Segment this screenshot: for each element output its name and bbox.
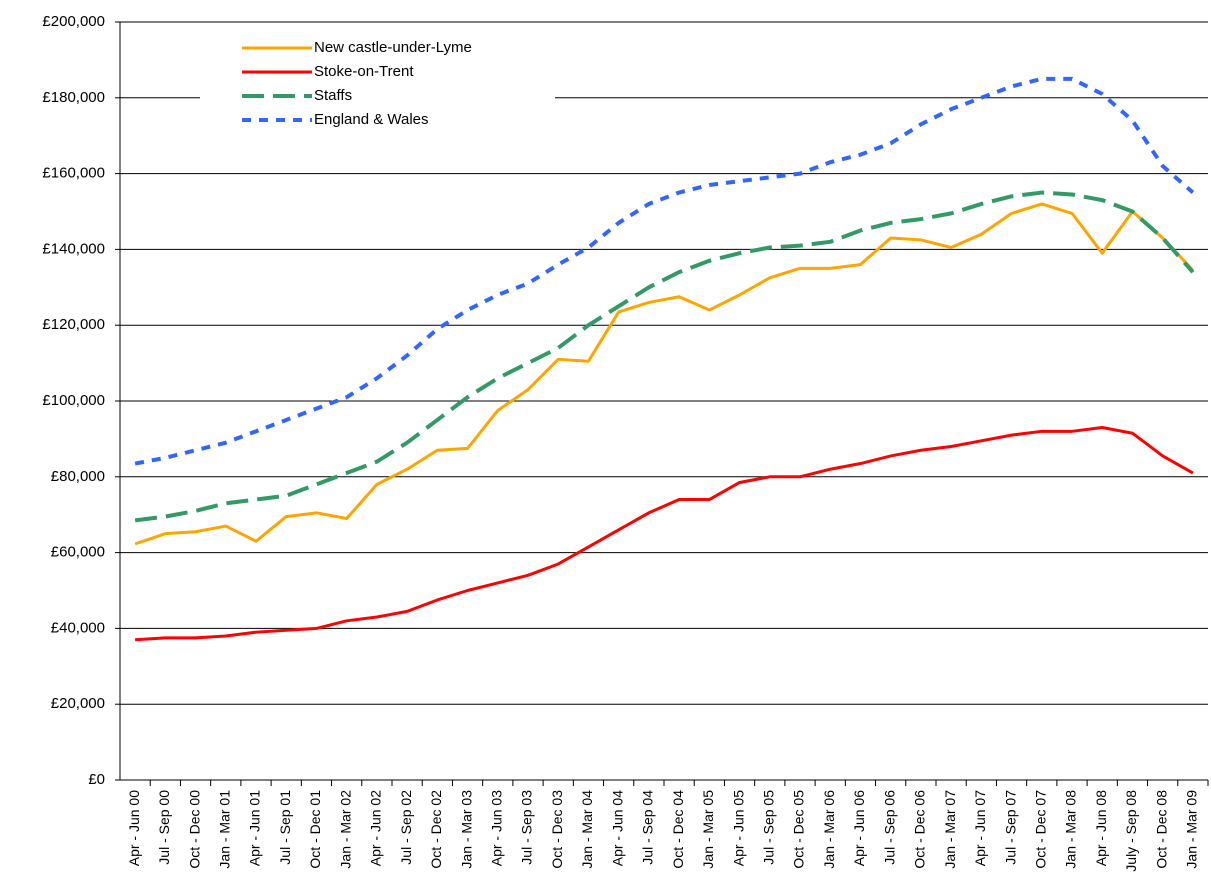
- series-line: [134, 190, 1195, 523]
- legend-label: Stoke-on-Trent: [314, 63, 414, 80]
- y-tick-label: £20,000: [51, 695, 105, 712]
- y-tick-label: £120,000: [42, 316, 105, 333]
- x-tick-label: Apr - Jun 08: [1093, 790, 1109, 866]
- x-tick-label: July - Sep 08: [1123, 790, 1139, 872]
- legend-label: Staffs: [314, 87, 352, 104]
- x-tick-label: Jan - Mar 04: [579, 790, 595, 869]
- x-tick-label: Jan - Mar 03: [458, 790, 474, 869]
- x-tick-label: Jul - Sep 05: [760, 790, 776, 865]
- x-tick-label: Apr - Jun 05: [730, 790, 746, 866]
- x-tick-label: Oct - Dec 06: [912, 790, 928, 869]
- y-tick-label: £160,000: [42, 165, 105, 182]
- x-tick-label: Jul - Sep 06: [881, 790, 897, 865]
- x-tick-label: Jul - Sep 02: [398, 790, 414, 865]
- x-tick-label: Oct - Dec 03: [549, 790, 565, 869]
- x-tick-label: Apr - Jun 00: [126, 790, 142, 866]
- y-tick-label: £60,000: [51, 544, 105, 561]
- x-tick-label: Oct - Dec 01: [307, 790, 323, 869]
- x-tick-label: Jul - Sep 01: [277, 790, 293, 865]
- legend-label: England & Wales: [314, 111, 429, 128]
- x-tick-label: Jul - Sep 04: [640, 790, 656, 865]
- series-line: [134, 202, 1194, 546]
- y-tick-label: £180,000: [42, 89, 105, 106]
- legend-label: New castle-under-Lyme: [314, 39, 472, 56]
- x-tick-label: Apr - Jun 04: [609, 790, 625, 866]
- x-tick-label: Apr - Jun 06: [851, 790, 867, 866]
- series-line: [135, 426, 1194, 642]
- x-tick-label: Jul - Sep 00: [156, 790, 172, 865]
- x-tick-label: Apr - Jun 03: [488, 790, 504, 866]
- x-tick-label: Jan - Mar 01: [216, 790, 232, 869]
- y-tick-label: £100,000: [42, 392, 105, 409]
- x-tick-label: Apr - Jun 07: [972, 790, 988, 866]
- x-tick-label: Jan - Mar 06: [821, 790, 837, 869]
- x-tick-label: Jan - Mar 09: [1184, 790, 1200, 869]
- series-line: [134, 76, 1195, 466]
- x-tick-label: Oct - Dec 02: [428, 790, 444, 869]
- x-tick-label: Oct - Dec 00: [186, 790, 202, 869]
- y-tick-label: £140,000: [42, 240, 105, 257]
- x-tick-label: Oct - Dec 08: [1153, 790, 1169, 869]
- legend-box: [200, 34, 555, 142]
- x-tick-label: Jan - Mar 02: [337, 790, 353, 869]
- x-tick-label: Oct - Dec 04: [670, 790, 686, 869]
- x-tick-label: Jul - Sep 03: [519, 790, 535, 865]
- y-tick-label: £200,000: [42, 13, 105, 30]
- x-tick-label: Apr - Jun 01: [247, 790, 263, 866]
- x-tick-label: Oct - Dec 05: [791, 790, 807, 869]
- x-tick-label: Jan - Mar 05: [700, 790, 716, 869]
- y-tick-label: £80,000: [51, 468, 105, 485]
- y-tick-label: £0: [88, 771, 105, 788]
- x-tick-label: Jan - Mar 08: [1063, 790, 1079, 869]
- y-tick-label: £40,000: [51, 619, 105, 636]
- x-tick-label: Jul - Sep 07: [1002, 790, 1018, 865]
- x-tick-label: Jan - Mar 07: [942, 790, 958, 869]
- x-tick-label: Oct - Dec 07: [1032, 790, 1048, 869]
- x-tick-label: Apr - Jun 02: [368, 790, 384, 866]
- legend: New castle-under-Lyme Stoke-on-Trent Staff…: [200, 34, 555, 142]
